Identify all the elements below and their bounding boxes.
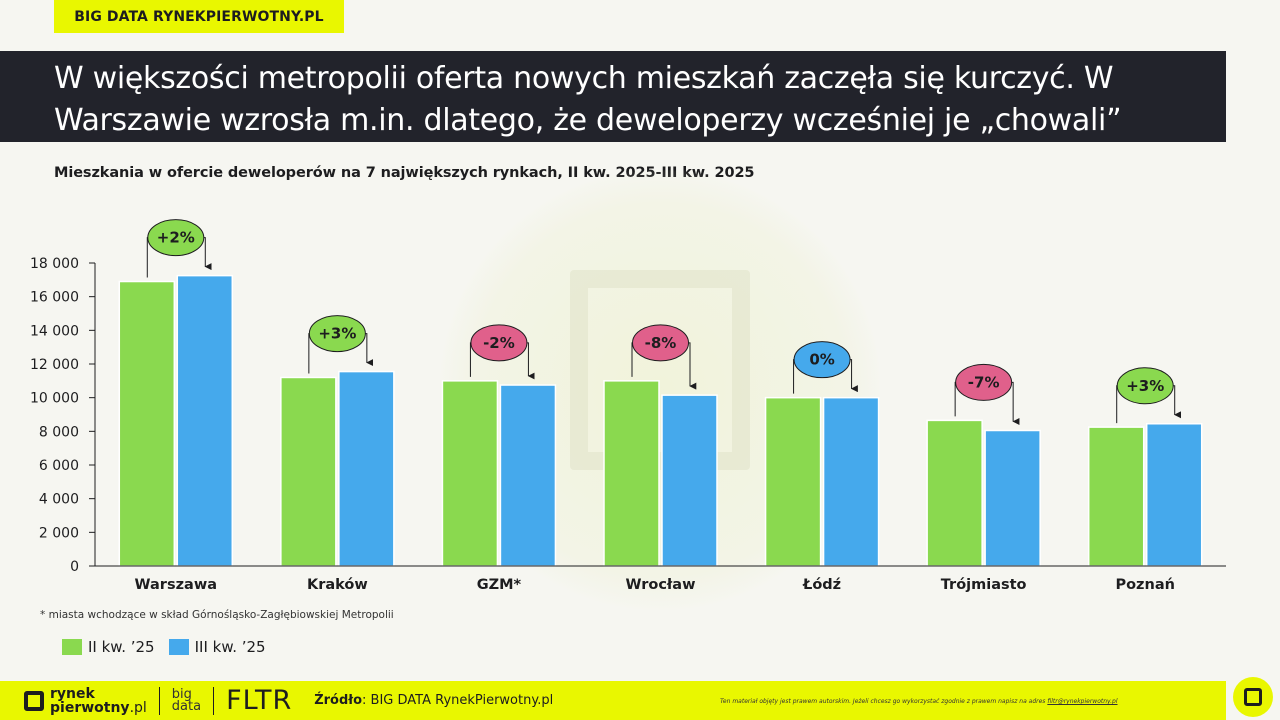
y-tick-label: 10 000 xyxy=(30,391,79,407)
y-tick-label: 0 xyxy=(70,559,79,575)
footer-bar: rynek pierwotny.pl big data FLTR Źródło:… xyxy=(0,681,1226,720)
y-tick-label: 14 000 xyxy=(30,323,79,339)
x-tick-label: Trójmiasto xyxy=(941,577,1027,593)
x-tick-label: Wrocław xyxy=(625,577,695,593)
bar-chart: 0 2 000 4 000 6 000 8 000 10 000 12 000 14 000 1… xyxy=(30,219,1226,593)
chart-title: Mieszkania w ofercie deweloperów na 7 na… xyxy=(54,165,755,181)
y-tick-label: 12 000 xyxy=(30,357,79,373)
change-badge xyxy=(632,324,689,362)
bigdata-line-2: data xyxy=(171,698,202,714)
y-tick-label: 16 000 xyxy=(30,290,79,306)
change-badge-label: 0% xyxy=(809,351,834,369)
legend-swatch-series-2 xyxy=(168,639,189,655)
change-badge-label: +3% xyxy=(1126,377,1164,395)
rynekpierwotny-logo: rynek pierwotny.pl xyxy=(50,687,147,715)
bar-Warszawa-series-2 xyxy=(176,274,234,567)
y-tick-label: 2 000 xyxy=(39,525,79,541)
bar-Wrocław-series-2 xyxy=(661,394,718,567)
source-text: Źródło: BIG DATA RynekPierwotny.pl xyxy=(314,693,553,708)
legal-notice: Ten materiał objęty jest prawem autorski… xyxy=(720,698,1118,705)
bar-Trójmiasto-series-2 xyxy=(984,429,1041,567)
legend-swatch-series-1 xyxy=(62,639,82,655)
bar-Łódź-series-1 xyxy=(764,396,822,567)
logo-line-2: pierwotny xyxy=(50,699,130,716)
bar-Kraków-series-1 xyxy=(280,376,337,567)
logo-square-icon xyxy=(1244,688,1262,706)
y-tick-label: 6 000 xyxy=(39,458,79,474)
change-badge xyxy=(470,324,528,362)
legend-label-series-1: II kw. ’25 xyxy=(88,638,155,656)
change-badge-label: -8% xyxy=(645,334,677,352)
y-tick-label: 4 000 xyxy=(39,492,79,508)
change-badge-label: +2% xyxy=(157,229,195,247)
fltr-logo: FLTR xyxy=(226,685,293,716)
bar-GZM*-series-2 xyxy=(499,384,557,567)
footer-divider xyxy=(213,686,215,715)
legal-text: Ten materiał objęty jest prawem autorski… xyxy=(720,698,1048,705)
legend-item-series-2: III kw. ’25 xyxy=(168,638,266,656)
y-tick-label: 8 000 xyxy=(39,424,79,440)
x-tick-label: Łódź xyxy=(802,577,841,593)
change-badge xyxy=(793,341,851,379)
bar-Trójmiasto-series-1 xyxy=(926,419,983,567)
change-badge-label: -2% xyxy=(483,334,515,352)
legend-item-series-1: II kw. ’25 xyxy=(62,638,155,656)
bar-Łódź-series-2 xyxy=(822,396,880,567)
source-value: : BIG DATA RynekPierwotny.pl xyxy=(362,693,554,708)
x-tick-label: GZM* xyxy=(477,577,522,593)
bar-Warszawa-series-1 xyxy=(118,280,176,567)
title-line-1: W większości metropolii oferta nowych mi… xyxy=(54,61,1114,96)
source-label: Źródło xyxy=(314,693,363,708)
x-tick-label: Warszawa xyxy=(135,577,217,593)
legal-email-link[interactable]: filtr@rynekpierwotny.pl xyxy=(1047,698,1118,705)
logo-line-1: rynek xyxy=(50,685,95,702)
logo-suffix: .pl xyxy=(129,699,147,716)
rynekpierwotny-logo-icon xyxy=(24,690,44,711)
change-badge xyxy=(308,315,366,353)
title-line-2: Warszawie wzrosła m.in. dlatego, że dewe… xyxy=(54,103,1122,138)
change-badge xyxy=(955,363,1013,401)
change-badge-label: +3% xyxy=(318,325,356,343)
x-tick-label: Poznań xyxy=(1115,577,1174,593)
bar-Wrocław-series-1 xyxy=(603,380,660,567)
footnote: * miasta wchodzące w skład Górnośląsko-Z… xyxy=(40,609,394,621)
corner-logo-button[interactable] xyxy=(1233,677,1273,717)
legend-label-series-2: III kw. ’25 xyxy=(194,638,266,656)
bar-Poznań-series-1 xyxy=(1087,426,1145,567)
change-badge xyxy=(1116,367,1174,405)
bar-Poznań-series-2 xyxy=(1145,423,1203,567)
bigdata-line-1: big xyxy=(171,686,192,702)
bar-Kraków-series-2 xyxy=(338,370,395,567)
y-tick-label: 18 000 xyxy=(30,256,79,272)
change-badge-label: -7% xyxy=(968,373,1000,391)
bar-GZM*-series-1 xyxy=(441,380,499,567)
x-tick-label: Kraków xyxy=(307,577,368,593)
chart-legend: II kw. ’25 III kw. ’25 xyxy=(62,638,266,656)
footer-divider xyxy=(158,686,160,715)
bigdata-logo: big data xyxy=(171,686,202,714)
page-title: W większości metropolii oferta nowych mi… xyxy=(0,51,1226,142)
change-badge xyxy=(147,219,205,257)
brand-tag: BIG DATA RYNEKPIERWOTNY.PL xyxy=(54,0,344,33)
